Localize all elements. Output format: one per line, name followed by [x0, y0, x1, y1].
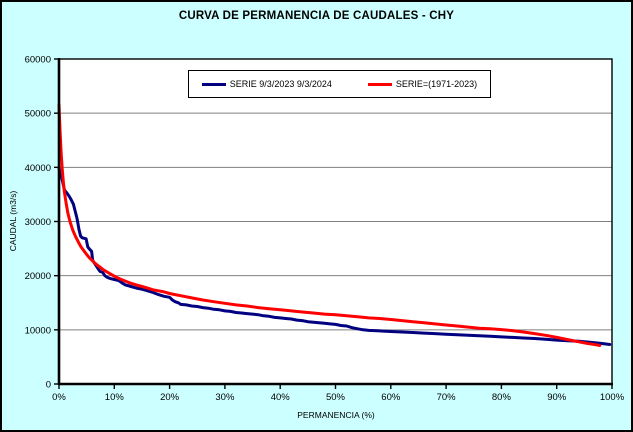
series-line-serie-1971-2023	[57, 103, 602, 347]
x-tick-label: 0%	[52, 392, 66, 403]
series-line-serie-2023-2024	[57, 166, 612, 346]
x-tick-label: 10%	[105, 392, 125, 403]
x-tick-label: 30%	[215, 392, 235, 403]
x-tick-label: 70%	[437, 392, 457, 403]
y-tick-label: 0	[46, 380, 51, 391]
legend-item-serie-1971-2023: SERIE=(1971-2023)	[367, 79, 478, 89]
chart-title: CURVA DE PERMANENCIA DE CAUDALES - CHY	[178, 10, 455, 22]
x-tick-label: 100%	[600, 392, 625, 403]
legend-label-serie-2023-2024: SERIE 9/3/2023 9/3/2024	[229, 79, 332, 89]
x-tick-label: 40%	[271, 392, 291, 403]
legend: SERIE 9/3/2023 9/3/2024 SERIE=(1971-2023…	[188, 70, 491, 98]
y-tick-label: 20000	[25, 271, 51, 282]
y-tick-label: 10000	[25, 325, 51, 336]
y-tick-label: 30000	[25, 217, 51, 228]
y-axis-title: CAUDAL (m3/s)	[8, 190, 18, 252]
legend-item-serie-2023-2024: SERIE 9/3/2023 9/3/2024	[201, 79, 332, 89]
x-tick-label: 50%	[326, 392, 346, 403]
legend-label-serie-1971-2023: SERIE=(1971-2023)	[395, 79, 478, 89]
x-tick-label: 90%	[547, 392, 567, 403]
y-tick-label: 60000	[25, 55, 51, 66]
x-tick-label: 20%	[160, 392, 180, 403]
x-tick-label: 60%	[381, 392, 401, 403]
y-tick-label: 50000	[25, 109, 51, 120]
x-axis-title: PERMANENCIA (%)	[297, 410, 375, 420]
y-tick-label: 40000	[25, 163, 51, 174]
series-line-swatch-blue-icon	[201, 82, 226, 86]
x-tick-label: 80%	[492, 392, 512, 403]
series-line-swatch-red-icon	[367, 82, 392, 86]
